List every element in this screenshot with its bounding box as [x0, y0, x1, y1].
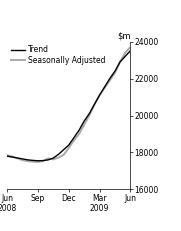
- Seasonally Adjusted: [27, 160, 29, 163]
- Line: Seasonally Adjusted: Seasonally Adjusted: [7, 47, 130, 162]
- Trend: [52, 157, 54, 159]
- Seasonally Adjusted: [32, 160, 34, 163]
- Trend: [104, 85, 106, 88]
- Seasonally Adjusted: [129, 46, 131, 49]
- Seasonally Adjusted: [119, 61, 121, 63]
- Text: $m: $m: [117, 31, 130, 40]
- Seasonally Adjusted: [109, 79, 111, 82]
- Seasonally Adjusted: [57, 156, 60, 159]
- Trend: [63, 148, 65, 151]
- Seasonally Adjusted: [114, 72, 116, 74]
- Legend: Trend, Seasonally Adjusted: Trend, Seasonally Adjusted: [11, 46, 105, 64]
- Seasonally Adjusted: [52, 158, 54, 161]
- Trend: [6, 155, 8, 158]
- Seasonally Adjusted: [37, 161, 39, 163]
- Seasonally Adjusted: [104, 86, 106, 89]
- Seasonally Adjusted: [83, 123, 85, 126]
- Trend: [129, 49, 131, 52]
- Trend: [98, 94, 101, 97]
- Trend: [124, 55, 126, 58]
- Trend: [68, 144, 70, 146]
- Trend: [11, 156, 13, 158]
- Trend: [37, 159, 39, 162]
- Seasonally Adjusted: [98, 94, 101, 97]
- Trend: [42, 159, 44, 162]
- Seasonally Adjusted: [16, 157, 19, 160]
- Trend: [83, 120, 85, 122]
- Seasonally Adjusted: [47, 157, 49, 160]
- Trend: [88, 112, 90, 115]
- Trend: [16, 157, 19, 159]
- Trend: [27, 158, 29, 161]
- Trend: [57, 153, 60, 156]
- Trend: [22, 158, 24, 160]
- Trend: [47, 158, 49, 161]
- Trend: [119, 61, 121, 63]
- Trend: [93, 103, 96, 106]
- Trend: [78, 129, 80, 132]
- Trend: [114, 70, 116, 73]
- Trend: [32, 159, 34, 162]
- Seasonally Adjusted: [88, 114, 90, 117]
- Seasonally Adjusted: [6, 154, 8, 157]
- Seasonally Adjusted: [124, 51, 126, 54]
- Trend: [109, 77, 111, 80]
- Seasonally Adjusted: [68, 146, 70, 149]
- Line: Trend: Trend: [7, 51, 130, 161]
- Seasonally Adjusted: [22, 159, 24, 162]
- Seasonally Adjusted: [93, 103, 96, 106]
- Trend: [73, 136, 75, 139]
- Seasonally Adjusted: [73, 139, 75, 142]
- Seasonally Adjusted: [11, 155, 13, 158]
- Seasonally Adjusted: [63, 153, 65, 156]
- Seasonally Adjusted: [78, 133, 80, 135]
- Seasonally Adjusted: [42, 160, 44, 163]
